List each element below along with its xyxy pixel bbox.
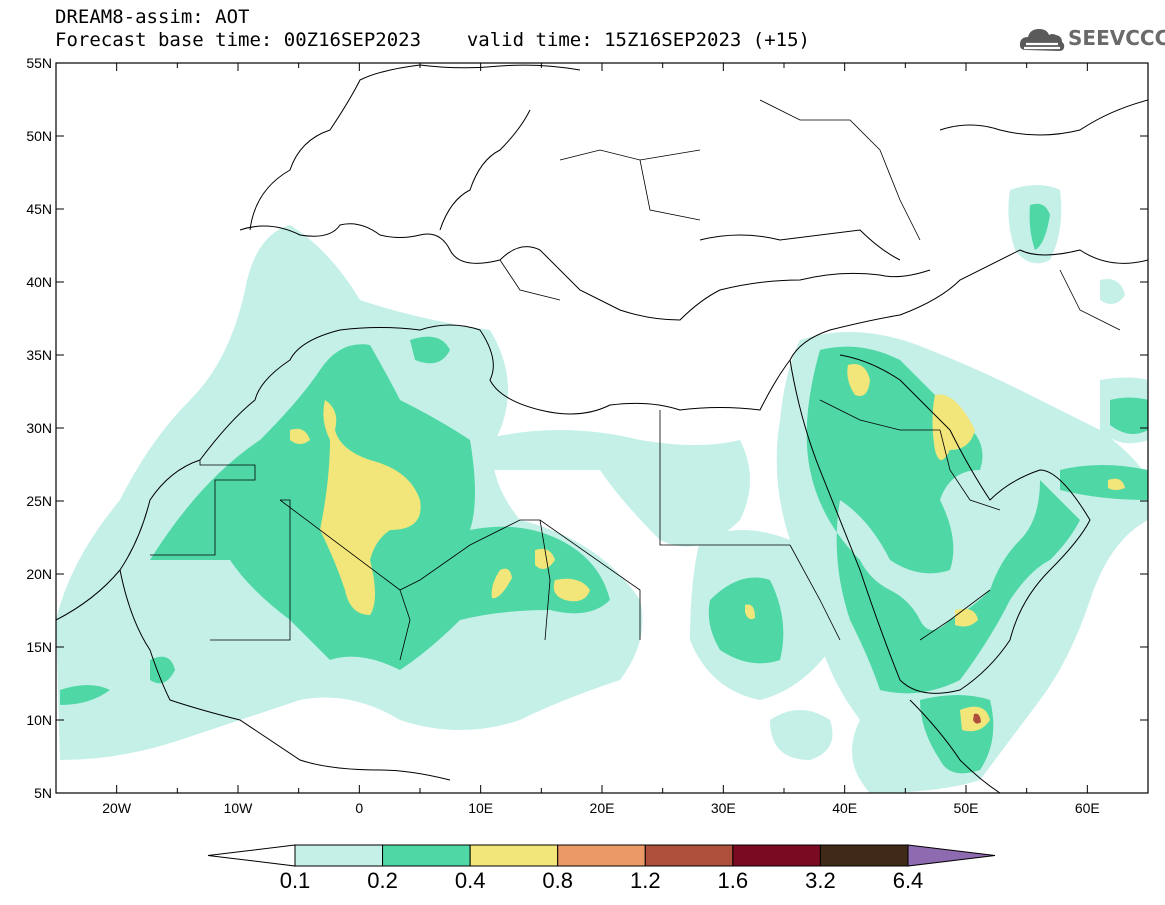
- seevccc-logo: SEEVCCC: [1018, 22, 1165, 56]
- cloud-icon: [1019, 29, 1065, 51]
- lat-label: 25N: [26, 493, 52, 509]
- colorbar-box: [819, 844, 909, 867]
- map-title: DREAM8-assim: AOT Forecast base time: 00…: [55, 6, 810, 52]
- colorbar-label: 0.1: [280, 868, 311, 893]
- lat-label: 50N: [26, 128, 52, 144]
- lat-label: 30N: [26, 420, 52, 436]
- valid-time: valid time: 15Z16SEP2023 (+15): [466, 29, 810, 51]
- lon-label: 10W: [224, 800, 254, 816]
- lat-label: 45N: [26, 201, 52, 217]
- lon-label: 60E: [1075, 800, 1100, 816]
- lat-label: 40N: [26, 274, 52, 290]
- colorbar-box: [469, 844, 559, 867]
- lon-label: 20W: [102, 800, 132, 816]
- lat-label: 10N: [26, 712, 52, 728]
- lat-label: 35N: [26, 347, 52, 363]
- colorbar-label: 0.8: [542, 868, 573, 893]
- colorbar-label: 0.4: [455, 868, 486, 893]
- lat-label: 15N: [26, 639, 52, 655]
- aot-level-1.2: [973, 713, 981, 724]
- lon-label: 40E: [832, 800, 857, 816]
- lon-label: 20E: [590, 800, 615, 816]
- colorbar-low-arrow: [207, 844, 296, 867]
- lat-label: 5N: [34, 785, 52, 801]
- logo-text: SEEVCCC: [1068, 26, 1165, 50]
- colorbar-box: [557, 844, 646, 867]
- colorbar-box: [294, 844, 384, 867]
- lon-label: 30E: [711, 800, 736, 816]
- lon-label: 50E: [954, 800, 979, 816]
- aot-fields: [56, 185, 1148, 793]
- lat-label: 20N: [26, 566, 52, 582]
- colorbar-labels: 0.1 0.2 0.4 0.8 1.2 1.6 3.2 6.4: [280, 868, 924, 893]
- lat-label: 55N: [26, 55, 52, 71]
- colorbar-label: 3.2: [805, 868, 836, 893]
- colorbar: [207, 844, 996, 867]
- coastlines: [56, 64, 1148, 793]
- lon-label: 0: [355, 800, 363, 816]
- colorbar-box: [382, 844, 471, 867]
- colorbar-high-arrow: [907, 844, 996, 867]
- colorbar-box: [732, 844, 821, 867]
- lat-labels: 55N 50N 45N 40N 35N 30N 25N 20N 15N 10N 5N: [26, 55, 52, 801]
- country-borders: [150, 99, 1121, 661]
- lon-labels: 20W 10W 0 10E 20E 30E 40E 50E 60E: [102, 800, 1100, 816]
- colorbar-label: 1.6: [718, 868, 749, 893]
- map-ticks: [55, 62, 1149, 794]
- title-line1: DREAM8-assim: AOT: [55, 6, 250, 28]
- colorbar-label: 1.2: [630, 868, 661, 893]
- colorbar-label: 0.2: [367, 868, 398, 893]
- colorbar-label: 6.4: [893, 868, 924, 893]
- base-time: Forecast base time: 00Z16SEP2023: [55, 29, 422, 51]
- lon-label: 10E: [468, 800, 493, 816]
- colorbar-box: [644, 844, 734, 867]
